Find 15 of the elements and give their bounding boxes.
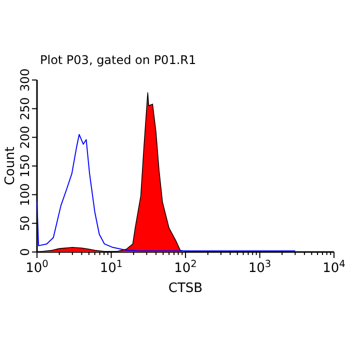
x-tick-label: 10$^{3}$ (248, 258, 272, 276)
x-tick-label: 10$^{4}$ (322, 258, 346, 276)
x-tick-label: 10$^{1}$ (100, 258, 123, 276)
y-tick-label: 300 (18, 68, 32, 92)
x-tick-label: 10$^{0}$ (26, 258, 48, 276)
chart-title: Plot P03, gated on P01.R1 (40, 53, 196, 67)
y-tick-label: 150 (18, 154, 32, 178)
x-axis-title: CTSB (168, 281, 203, 296)
x-tick-label: 10$^{2}$ (174, 258, 197, 276)
y-tick-label: 100 (18, 183, 32, 206)
y-tick-label: 200 (18, 126, 32, 149)
y-tick-label: 50 (18, 216, 32, 231)
y-tick-label: 250 (18, 97, 32, 120)
y-tick-label: 0 (18, 248, 32, 256)
y-axis-title: Count (3, 146, 18, 186)
